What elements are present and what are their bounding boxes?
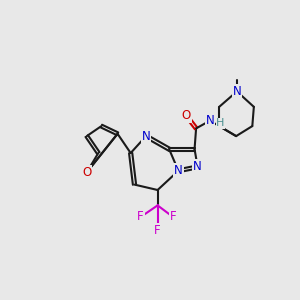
- Text: F: F: [170, 211, 176, 224]
- Text: F: F: [154, 224, 161, 236]
- Text: N: N: [174, 164, 183, 177]
- Text: N: N: [206, 114, 214, 127]
- Text: N: N: [142, 130, 150, 142]
- Text: F: F: [137, 211, 144, 224]
- Text: H: H: [216, 118, 224, 128]
- Text: N: N: [232, 85, 241, 98]
- Text: N: N: [193, 160, 202, 173]
- Text: O: O: [182, 109, 191, 122]
- Text: O: O: [82, 166, 92, 179]
